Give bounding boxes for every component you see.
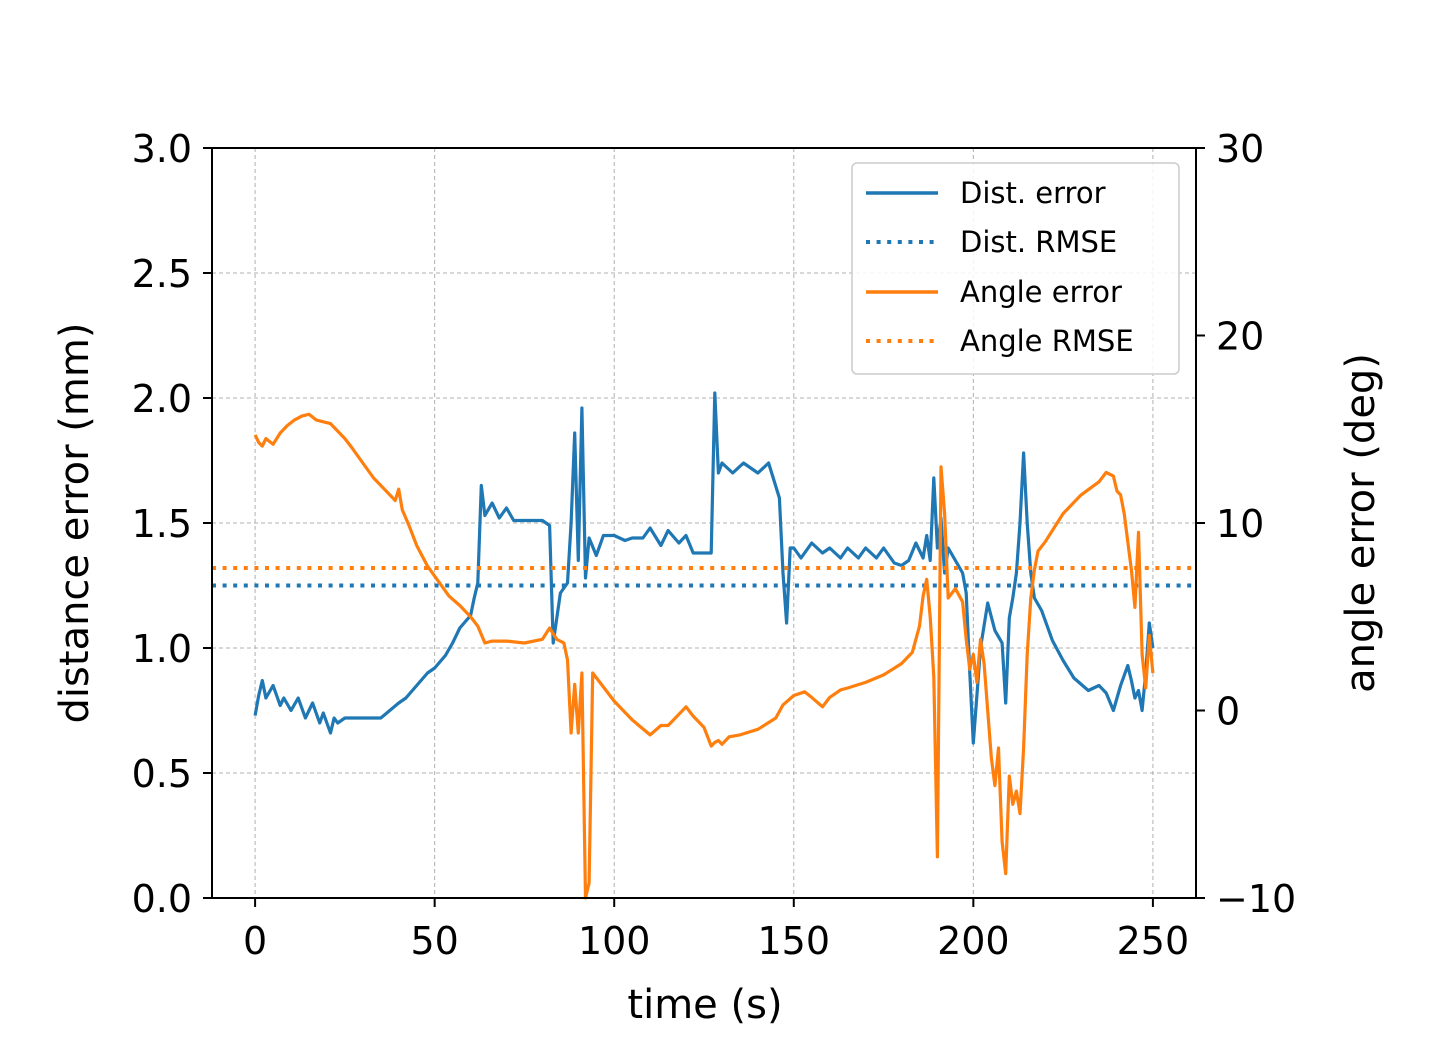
x-tick-label: 0 — [243, 919, 267, 963]
legend-label-angle-rmse: Angle RMSE — [960, 324, 1134, 358]
y-tick-label: 2.0 — [132, 377, 192, 421]
y-tick-label: 3.0 — [132, 127, 192, 171]
y2-tick-label: 10 — [1216, 502, 1264, 546]
y-tick-label: 0.5 — [132, 752, 192, 796]
plot-area — [212, 391, 1196, 900]
legend-label-dist-error: Dist. error — [960, 176, 1106, 210]
y2-tick-label: 0 — [1216, 690, 1240, 734]
series-line-angle-error — [253, 412, 1155, 900]
x-axis-label: time (s) — [627, 982, 782, 1028]
y-axis-label: distance error (mm) — [52, 323, 98, 724]
x-tick-label: 250 — [1117, 919, 1190, 963]
x-tick-label: 50 — [410, 919, 458, 963]
y2-tick-label: −10 — [1216, 877, 1296, 921]
legend-label-angle-error: Angle error — [960, 275, 1122, 309]
legend-frame — [851, 162, 1180, 375]
y2-tick-label: 20 — [1216, 315, 1264, 359]
y-tick-label: 1.5 — [132, 502, 192, 546]
series-line-dist-error — [253, 391, 1155, 745]
x-tick-label: 100 — [578, 919, 651, 963]
x-tick-label: 200 — [937, 919, 1010, 963]
y-tick-label: 2.5 — [132, 252, 192, 296]
axis-ticks: 0 50 100 150 200 250 0.0 0.5 1.0 1.5 2.0 2.5 3.0 −10 0… — [132, 127, 1297, 963]
legend-label-dist-rmse: Dist. RMSE — [960, 225, 1117, 259]
y2-tick-label: 30 — [1216, 127, 1264, 171]
y-tick-label: 1.0 — [132, 627, 192, 671]
legend: Dist. error Dist. RMSE Angle error Angle… — [851, 162, 1180, 375]
x-tick-label: 150 — [758, 919, 831, 963]
y2-axis-label: angle error (deg) — [1338, 353, 1384, 693]
y-tick-label: 0.0 — [132, 877, 192, 921]
